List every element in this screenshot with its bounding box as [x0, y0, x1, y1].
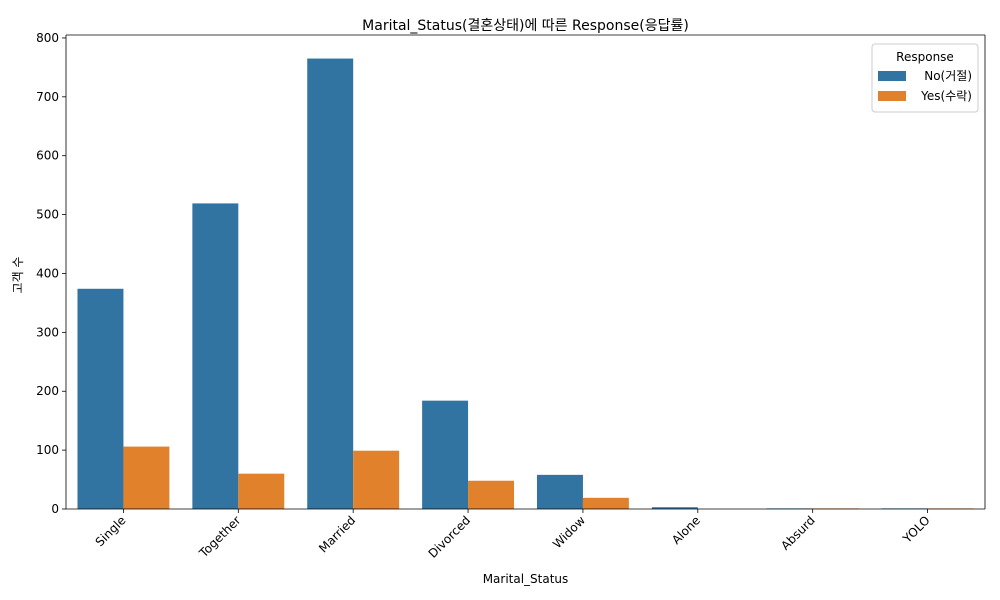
- legend-swatch-yes: [878, 91, 906, 101]
- x-tick-label-married: Married: [316, 513, 358, 555]
- legend-title: Response: [896, 50, 954, 64]
- y-tick-label: 100: [36, 443, 59, 457]
- y-tick-label: 600: [36, 149, 59, 163]
- y-axis-label: 고객 수: [11, 257, 25, 294]
- bars-layer: [77, 58, 974, 510]
- bar-no-alone: [651, 507, 698, 509]
- y-tick-label: 300: [36, 325, 59, 339]
- y-tick-label: 800: [36, 31, 59, 45]
- chart-title: Marital_Status(결혼상태)에 따른 Response(응답률): [362, 18, 689, 34]
- bar-yes-married: [353, 450, 400, 509]
- bar-no-widow: [536, 474, 583, 509]
- x-axis-label: Marital_Status: [483, 572, 569, 586]
- bar-yes-single: [123, 446, 170, 509]
- bar-no-married: [307, 58, 354, 509]
- bar-yes-divorced: [468, 480, 515, 509]
- bar-no-single: [77, 288, 124, 509]
- x-tick-label-widow: Widow: [550, 513, 588, 551]
- x-tick-label-alone: Alone: [669, 513, 703, 547]
- bar-yes-together: [238, 473, 285, 509]
- x-tick-label-single: Single: [93, 513, 129, 549]
- y-tick-label: 500: [36, 208, 59, 222]
- x-tick-label-together: Together: [196, 513, 244, 561]
- legend-label-yes: Yes(수락): [920, 89, 972, 103]
- bar-no-divorced: [422, 400, 469, 509]
- legend: Response No(거절) Yes(수락): [871, 43, 979, 113]
- legend-swatch-no: [878, 71, 906, 81]
- legend-label-no: No(거절): [924, 69, 972, 83]
- y-tick-label: 700: [36, 90, 59, 104]
- bar-yes-widow: [582, 497, 629, 509]
- bar-no-together: [192, 203, 239, 510]
- x-tick-label-divorced: Divorced: [426, 513, 474, 561]
- y-tick-label: 200: [36, 384, 59, 398]
- x-tick-label-yolo: YOLO: [900, 513, 933, 546]
- x-tick-label-absurd: Absurd: [778, 513, 818, 553]
- y-tick-label: 400: [36, 266, 59, 280]
- y-tick-label: 0: [51, 502, 59, 516]
